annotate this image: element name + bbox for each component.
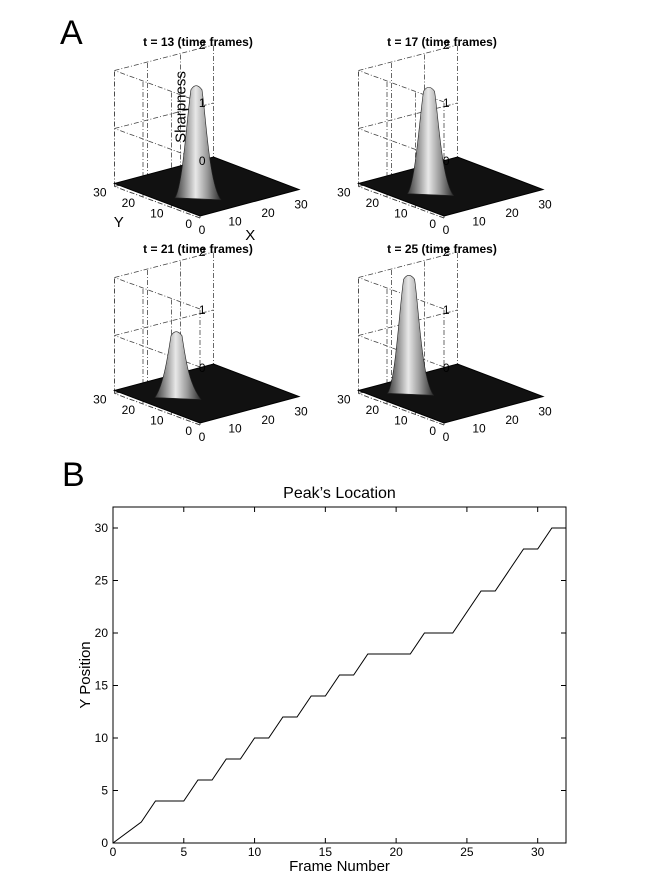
surface-peak: [154, 331, 202, 400]
x-tick-label: 30: [531, 845, 545, 859]
surface-title: t = 17 (time frames): [387, 35, 497, 49]
grid-line-z-back-2: [358, 251, 458, 278]
y-tick-label: 10: [394, 207, 408, 221]
z-tick-label: 2: [443, 38, 450, 52]
x-tick-label: 20: [505, 206, 519, 220]
grid-line-z-side-1: [114, 335, 201, 368]
y-tick-label: 30: [337, 186, 351, 200]
y-tick-label: 5: [101, 784, 108, 798]
x-tick-label: 5: [180, 845, 187, 859]
x-tick-label: 20: [261, 413, 275, 427]
y-tick-label: 0: [185, 217, 192, 231]
y-tick-label: 20: [122, 403, 136, 417]
panel-label-a: A: [60, 14, 83, 52]
z-tick-label: 1: [443, 96, 450, 110]
grid-line-z-back-2: [114, 44, 214, 71]
surface-base: [356, 156, 545, 217]
x-tick-label: 30: [294, 198, 308, 212]
y-tick-label: 0: [429, 217, 436, 231]
x-tick-label: 0: [199, 223, 206, 237]
y-tick-label: 10: [150, 414, 164, 428]
series-line-1: [112, 527, 566, 844]
z-tick-label: 2: [443, 245, 450, 259]
peak-location-chart: 0 5 10 15 20 25 30 0 5 10 15 20 25 30 Peak’s Location F…: [77, 485, 567, 875]
y-tick-label: 20: [366, 196, 380, 210]
z-tick-label: 0: [199, 361, 206, 375]
y-tick-label: 0: [185, 424, 192, 438]
x-tick-label: 20: [261, 206, 275, 220]
z-tick-label: 0: [443, 154, 450, 168]
z-tick-label: 1: [199, 303, 206, 317]
surface-peak: [174, 85, 222, 201]
z-axis-label: Sharpness: [173, 71, 190, 143]
x-tick-label: 20: [505, 413, 519, 427]
y-tick-label: 10: [150, 207, 164, 221]
x-tick-label: 10: [472, 215, 486, 229]
surface-base: [112, 363, 301, 424]
grid-line-z-back-2: [114, 251, 214, 278]
grid-line-z-back-1: [114, 102, 214, 129]
y-tick-label: 30: [93, 186, 107, 200]
plot-frame: [112, 506, 567, 844]
surface-title: t = 21 (time frames): [143, 242, 253, 256]
y-tick-label: 30: [337, 393, 351, 407]
y-tick-label: 30: [95, 521, 109, 535]
x-tick-label: 30: [538, 198, 552, 212]
surface-peak: [387, 275, 435, 396]
z-tick-label: 0: [443, 361, 450, 375]
y-axis-label: Y: [114, 214, 124, 231]
y-tick-label: 20: [122, 196, 136, 210]
y-tick-label: 15: [95, 679, 109, 693]
x-tick-label: 15: [319, 845, 333, 859]
x-tick-label: 10: [248, 845, 262, 859]
x-axis-label: X: [245, 227, 255, 244]
x-tick-label: 0: [443, 430, 450, 444]
x-tick-label: 10: [472, 422, 486, 436]
x-tick-label: 25: [460, 845, 474, 859]
grid-line-z-back-1: [114, 309, 214, 336]
y-tick-label: 10: [394, 414, 408, 428]
z-tick-label: 0: [199, 154, 206, 168]
x-tick-label: 10: [228, 215, 242, 229]
y-tick-label: 0: [101, 836, 108, 850]
y-tick-label: 0: [429, 424, 436, 438]
surface-title: t = 25 (time frames): [387, 242, 497, 256]
y-axis-label: Y Position: [77, 641, 94, 708]
x-tick-label: 20: [389, 845, 403, 859]
x-tick-label: 0: [443, 223, 450, 237]
grid-line-z-side-2: [114, 277, 201, 310]
z-tick-label: 2: [199, 38, 206, 52]
y-tick-label: 25: [95, 574, 109, 588]
x-tick-label: 0: [110, 845, 117, 859]
chart-title: Peak’s Location: [283, 485, 396, 502]
surface-peak: [407, 86, 455, 196]
panel-label-b: B: [62, 456, 85, 494]
z-tick-label: 1: [199, 96, 206, 110]
grid-line-z-back-2: [358, 44, 458, 71]
y-tick-label: 20: [366, 403, 380, 417]
y-tick-label: 20: [95, 626, 109, 640]
surface-title: t = 13 (time frames): [143, 35, 253, 49]
y-tick-label: 30: [93, 393, 107, 407]
x-tick-label: 30: [294, 405, 308, 419]
y-tick-label: 10: [95, 731, 109, 745]
z-tick-label: 2: [199, 245, 206, 259]
x-tick-label: 10: [228, 422, 242, 436]
x-tick-label: 0: [199, 430, 206, 444]
x-axis-label: Frame Number: [289, 858, 390, 875]
z-tick-label: 1: [443, 303, 450, 317]
grid-line-z-back-1: [358, 102, 458, 129]
x-tick-label: 30: [538, 405, 552, 419]
